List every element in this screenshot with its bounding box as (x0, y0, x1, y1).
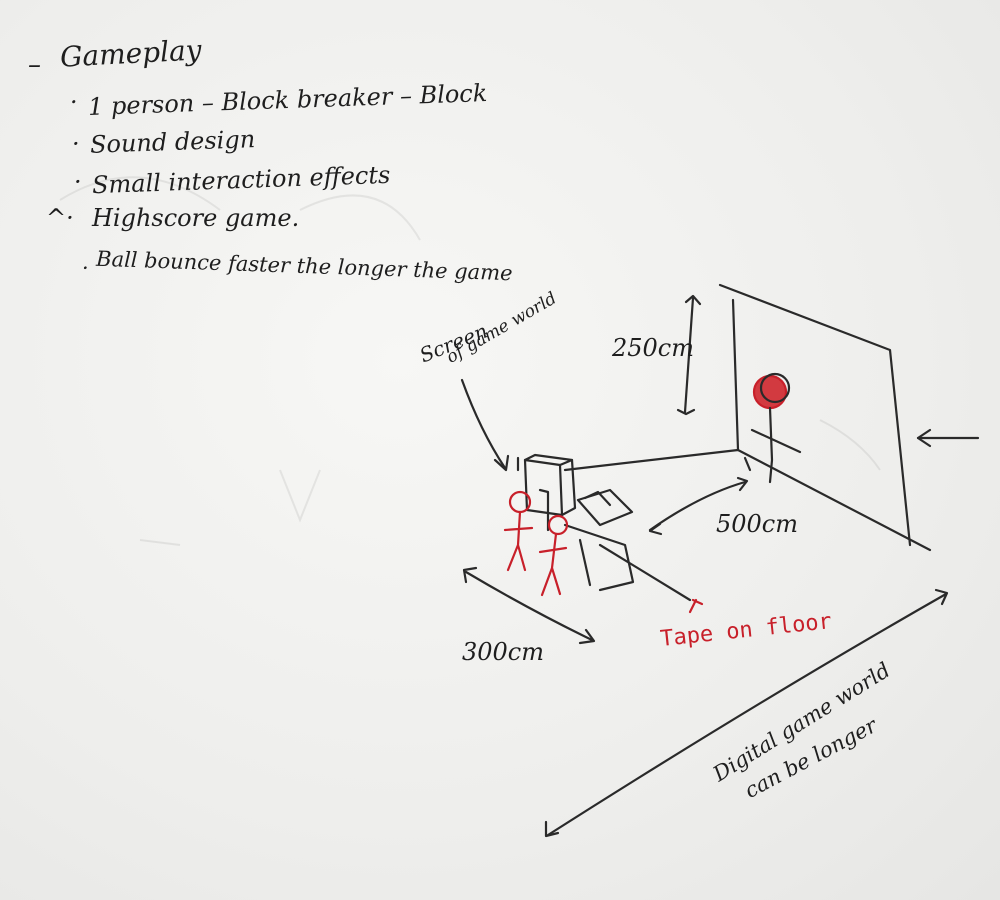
digital-world-arrow (546, 592, 948, 837)
floor-tick (743, 456, 752, 472)
height-dimension-line (683, 296, 695, 414)
note-item-4: Highscore game. (92, 204, 300, 232)
tape-pointer (688, 598, 704, 614)
back-wall (718, 283, 912, 547)
floor-back-edge (563, 448, 932, 552)
depth-arrow-end (736, 476, 749, 492)
opponent-head (752, 374, 788, 410)
depth-arrow-start (648, 522, 663, 536)
note-bullet-dot: · (72, 130, 80, 158)
note-bullet-dot: · (74, 168, 82, 196)
floor-front-edge (598, 543, 692, 602)
height-arrow-bottom (676, 408, 696, 416)
bench-leg (578, 538, 592, 587)
opponent-head-outline (759, 372, 791, 404)
screen-box (523, 458, 564, 517)
height-label: 250cm (612, 334, 695, 362)
width-arrow-start (462, 566, 478, 584)
screen-pointer-arrow (460, 378, 507, 470)
width-label: 300cm (462, 638, 545, 666)
depth-dimension-line (648, 480, 747, 532)
caret-mark: ^· (46, 204, 74, 232)
screen-box-side (560, 458, 577, 517)
height-arrow-top (684, 294, 702, 306)
digital-arrow-head-right (934, 588, 949, 606)
player-2-head (547, 514, 569, 536)
console (576, 488, 634, 527)
stand-post (538, 488, 550, 532)
digital-arrow-head-left (544, 820, 560, 838)
wall-left-edge (731, 298, 740, 452)
screen-box-top (523, 453, 574, 467)
screen-pointer-arrow-head (493, 454, 510, 472)
depth-label: 500cm (716, 510, 799, 538)
player-2-body (538, 532, 568, 597)
width-arrow-end (578, 628, 596, 645)
player-1-body (503, 510, 534, 572)
bench (563, 523, 635, 592)
notes-heading-dash: – (28, 50, 41, 80)
incoming-arrow-head (916, 428, 932, 448)
console-top (583, 490, 612, 507)
opponent-body (750, 406, 802, 484)
width-dimension-line (464, 570, 594, 642)
